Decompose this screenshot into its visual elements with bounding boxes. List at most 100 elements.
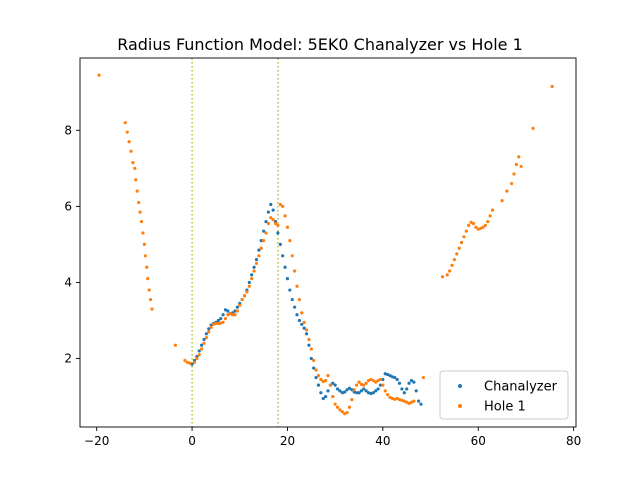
data-point [407,401,411,406]
data-point [395,377,399,382]
plot-area [97,58,554,427]
data-point [259,239,263,243]
data-point [190,362,194,366]
data-point [307,343,311,347]
data-point [448,269,452,273]
data-point [200,347,204,351]
data-point [378,383,383,387]
data-point [231,313,235,317]
data-point [302,326,306,330]
data-point [269,202,273,207]
data-point [364,381,368,385]
data-point [288,288,292,292]
data-point [197,349,201,353]
data-point [216,321,220,326]
data-point [188,361,192,365]
data-point [371,391,375,395]
data-point [141,231,145,235]
data-point [364,389,368,393]
data-point [273,221,278,226]
data-point [214,321,218,326]
data-point [350,398,354,402]
data-point [242,294,247,298]
data-point [127,140,131,144]
data-point [297,318,301,323]
data-point [510,181,514,186]
series-1 [190,202,423,406]
data-point [295,284,299,288]
data-point [383,389,387,393]
data-point [202,337,206,342]
data-point [407,381,411,385]
data-point [362,387,366,391]
data-point [137,200,141,205]
x-tick-label: −20 [84,434,109,448]
data-point [381,383,385,387]
data-point [281,254,285,258]
data-point [366,378,371,383]
data-point [221,320,225,324]
data-point [147,288,151,292]
data-point [488,214,492,218]
data-point [276,223,280,227]
data-point [316,374,321,378]
data-point [247,280,251,285]
data-point [479,226,483,231]
data-point [355,383,359,387]
data-point [333,402,337,406]
data-point [285,225,290,229]
data-point [223,316,228,321]
axes: −20 0 20 40 60 80 2 4 6 8 [64,57,581,448]
data-point [233,309,237,313]
data-point [307,337,311,342]
data-point [512,172,516,176]
data-point [326,389,330,393]
data-point [412,399,416,403]
data-point [257,248,261,252]
data-point [326,374,330,378]
x-tick-label: 80 [566,434,581,448]
data-point [135,189,139,193]
data-point [300,322,304,326]
data-point [150,307,154,311]
legend-label: Chanalyzer [484,380,558,395]
data-point [550,84,554,89]
data-point [331,394,335,399]
data-point [219,316,223,321]
data-point [269,216,273,220]
legend-marker [458,404,462,408]
data-point [271,208,275,212]
data-point [254,258,259,262]
data-point [481,225,485,229]
data-point [335,387,340,391]
x-tick-label: 40 [375,434,390,448]
data-point [345,388,349,392]
data-point [235,305,239,309]
data-point [376,378,380,383]
data-point [300,311,304,315]
data-point [235,309,239,313]
data-point [288,239,292,243]
data-point [324,394,328,399]
data-point [259,246,263,250]
data-point [290,297,294,302]
data-point [388,395,392,399]
data-point [374,380,378,384]
data-point [402,399,406,403]
data-point [250,277,254,281]
data-point [350,388,354,392]
data-point [226,309,230,313]
data-point [405,400,409,404]
data-point [319,377,323,382]
data-point [304,328,309,332]
data-point [343,412,347,416]
data-point [355,391,359,395]
data-point [531,126,535,130]
legend-marker [458,384,462,388]
data-point [173,343,177,347]
data-point [207,330,211,334]
data-point [381,377,385,382]
x-tick-label: 60 [471,434,486,448]
data-point [145,265,149,269]
